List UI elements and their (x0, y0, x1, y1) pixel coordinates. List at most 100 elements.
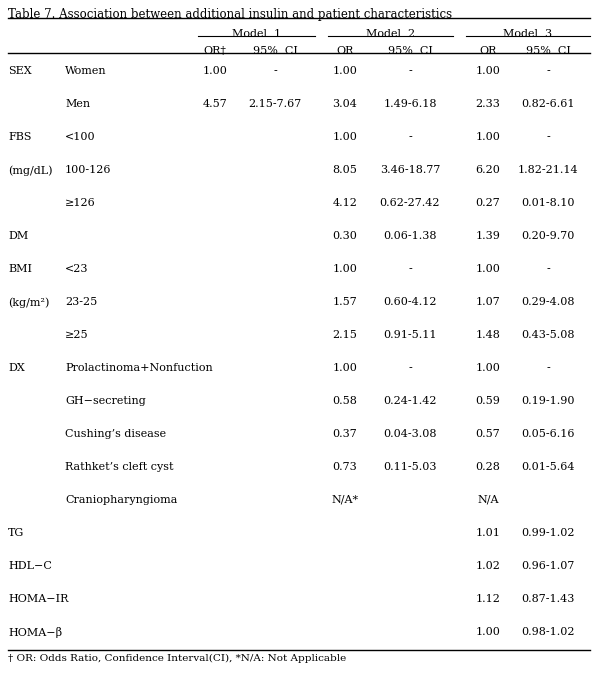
Text: 0.73: 0.73 (333, 462, 358, 472)
Text: (mg/dL): (mg/dL) (8, 165, 53, 176)
Text: 8.05: 8.05 (333, 165, 358, 175)
Text: 1.82-21.14: 1.82-21.14 (518, 165, 578, 175)
Text: 0.06-1.38: 0.06-1.38 (383, 231, 437, 241)
Text: 2.15: 2.15 (333, 330, 358, 340)
Text: -: - (408, 132, 412, 142)
Text: 0.05-6.16: 0.05-6.16 (521, 429, 575, 439)
Text: 0.60-4.12: 0.60-4.12 (383, 297, 437, 307)
Text: -: - (546, 363, 550, 373)
Text: 1.01: 1.01 (476, 528, 500, 538)
Text: GH−secreting: GH−secreting (65, 396, 146, 406)
Text: 100-126: 100-126 (65, 165, 111, 175)
Text: 1.00: 1.00 (476, 132, 500, 142)
Text: 1.39: 1.39 (476, 231, 500, 241)
Text: 1.02: 1.02 (476, 561, 500, 571)
Text: Craniopharyngioma: Craniopharyngioma (65, 495, 177, 505)
Text: 95%  CI: 95% CI (253, 46, 298, 56)
Text: 0.58: 0.58 (333, 396, 358, 406)
Text: OR†: OR† (203, 46, 227, 56)
Text: -: - (546, 132, 550, 142)
Text: OR: OR (336, 46, 353, 56)
Text: 0.37: 0.37 (333, 429, 358, 439)
Text: 6.20: 6.20 (476, 165, 500, 175)
Text: 0.43-5.08: 0.43-5.08 (521, 330, 575, 340)
Text: 0.19-1.90: 0.19-1.90 (521, 396, 575, 406)
Text: 0.96-1.07: 0.96-1.07 (521, 561, 575, 571)
Text: -: - (408, 363, 412, 373)
Text: 0.59: 0.59 (476, 396, 500, 406)
Text: ≥126: ≥126 (65, 198, 95, 208)
Text: 1.49-6.18: 1.49-6.18 (383, 99, 437, 109)
Text: BMI: BMI (8, 264, 32, 274)
Text: 3.46-18.77: 3.46-18.77 (380, 165, 440, 175)
Text: -: - (546, 264, 550, 274)
Text: 0.87-1.43: 0.87-1.43 (521, 594, 575, 604)
Text: 0.27: 0.27 (476, 198, 500, 208)
Text: SEX: SEX (8, 66, 31, 76)
Text: HOMA−β: HOMA−β (8, 627, 62, 638)
Text: 2.33: 2.33 (476, 99, 500, 109)
Text: OR: OR (479, 46, 497, 56)
Text: 1.00: 1.00 (333, 363, 358, 373)
Text: N/A: N/A (477, 495, 499, 505)
Text: 1.07: 1.07 (476, 297, 500, 307)
Text: 0.20-9.70: 0.20-9.70 (521, 231, 575, 241)
Text: DM: DM (8, 231, 28, 241)
Text: HDL−C: HDL−C (8, 561, 52, 571)
Text: 1.00: 1.00 (333, 66, 358, 76)
Text: 1.00: 1.00 (333, 264, 358, 274)
Text: Model  2: Model 2 (366, 29, 415, 39)
Text: 0.57: 0.57 (476, 429, 500, 439)
Text: 3.04: 3.04 (333, 99, 358, 109)
Text: Men: Men (65, 99, 90, 109)
Text: 23-25: 23-25 (65, 297, 97, 307)
Text: Women: Women (65, 66, 107, 76)
Text: 0.99-1.02: 0.99-1.02 (521, 528, 575, 538)
Text: 1.00: 1.00 (203, 66, 228, 76)
Text: 95%  CI: 95% CI (525, 46, 570, 56)
Text: 1.00: 1.00 (476, 66, 500, 76)
Text: 0.98-1.02: 0.98-1.02 (521, 627, 575, 637)
Text: 0.30: 0.30 (333, 231, 358, 241)
Text: ≥25: ≥25 (65, 330, 88, 340)
Text: Cushing’s disease: Cushing’s disease (65, 429, 166, 439)
Text: -: - (408, 264, 412, 274)
Text: DX: DX (8, 363, 25, 373)
Text: 0.01-8.10: 0.01-8.10 (521, 198, 575, 208)
Text: 0.01-5.64: 0.01-5.64 (521, 462, 575, 472)
Text: -: - (408, 66, 412, 76)
Text: 1.48: 1.48 (476, 330, 500, 340)
Text: 1.00: 1.00 (476, 627, 500, 637)
Text: <23: <23 (65, 264, 88, 274)
Text: -: - (546, 66, 550, 76)
Text: 0.82-6.61: 0.82-6.61 (521, 99, 575, 109)
Text: 1.57: 1.57 (333, 297, 358, 307)
Text: 4.57: 4.57 (203, 99, 227, 109)
Text: N/A*: N/A* (331, 495, 359, 505)
Text: 4.12: 4.12 (333, 198, 358, 208)
Text: 2.15-7.67: 2.15-7.67 (248, 99, 302, 109)
Text: 0.28: 0.28 (476, 462, 500, 472)
Text: -: - (273, 66, 277, 76)
Text: 1.12: 1.12 (476, 594, 500, 604)
Text: 1.00: 1.00 (333, 132, 358, 142)
Text: <100: <100 (65, 132, 95, 142)
Text: 0.91-5.11: 0.91-5.11 (383, 330, 437, 340)
Text: Model  1: Model 1 (232, 29, 281, 39)
Text: 0.11-5.03: 0.11-5.03 (383, 462, 437, 472)
Text: HOMA−IR: HOMA−IR (8, 594, 68, 604)
Text: 1.00: 1.00 (476, 264, 500, 274)
Text: TG: TG (8, 528, 24, 538)
Text: (kg/m²): (kg/m²) (8, 297, 49, 308)
Text: 0.62-27.42: 0.62-27.42 (380, 198, 440, 208)
Text: 95%  CI: 95% CI (388, 46, 432, 56)
Text: Prolactinoma+Nonfuction: Prolactinoma+Nonfuction (65, 363, 213, 373)
Text: 0.24-1.42: 0.24-1.42 (383, 396, 437, 406)
Text: FBS: FBS (8, 132, 31, 142)
Text: 0.04-3.08: 0.04-3.08 (383, 429, 437, 439)
Text: Model  3: Model 3 (503, 29, 553, 39)
Text: Rathket’s cleft cyst: Rathket’s cleft cyst (65, 462, 174, 472)
Text: † OR: Odds Ratio, Confidence Interval(CI), *N/A: Not Applicable: † OR: Odds Ratio, Confidence Interval(CI… (8, 654, 346, 663)
Text: Table 7. Association between additional insulin and patient characteristics: Table 7. Association between additional … (8, 8, 452, 21)
Text: 1.00: 1.00 (476, 363, 500, 373)
